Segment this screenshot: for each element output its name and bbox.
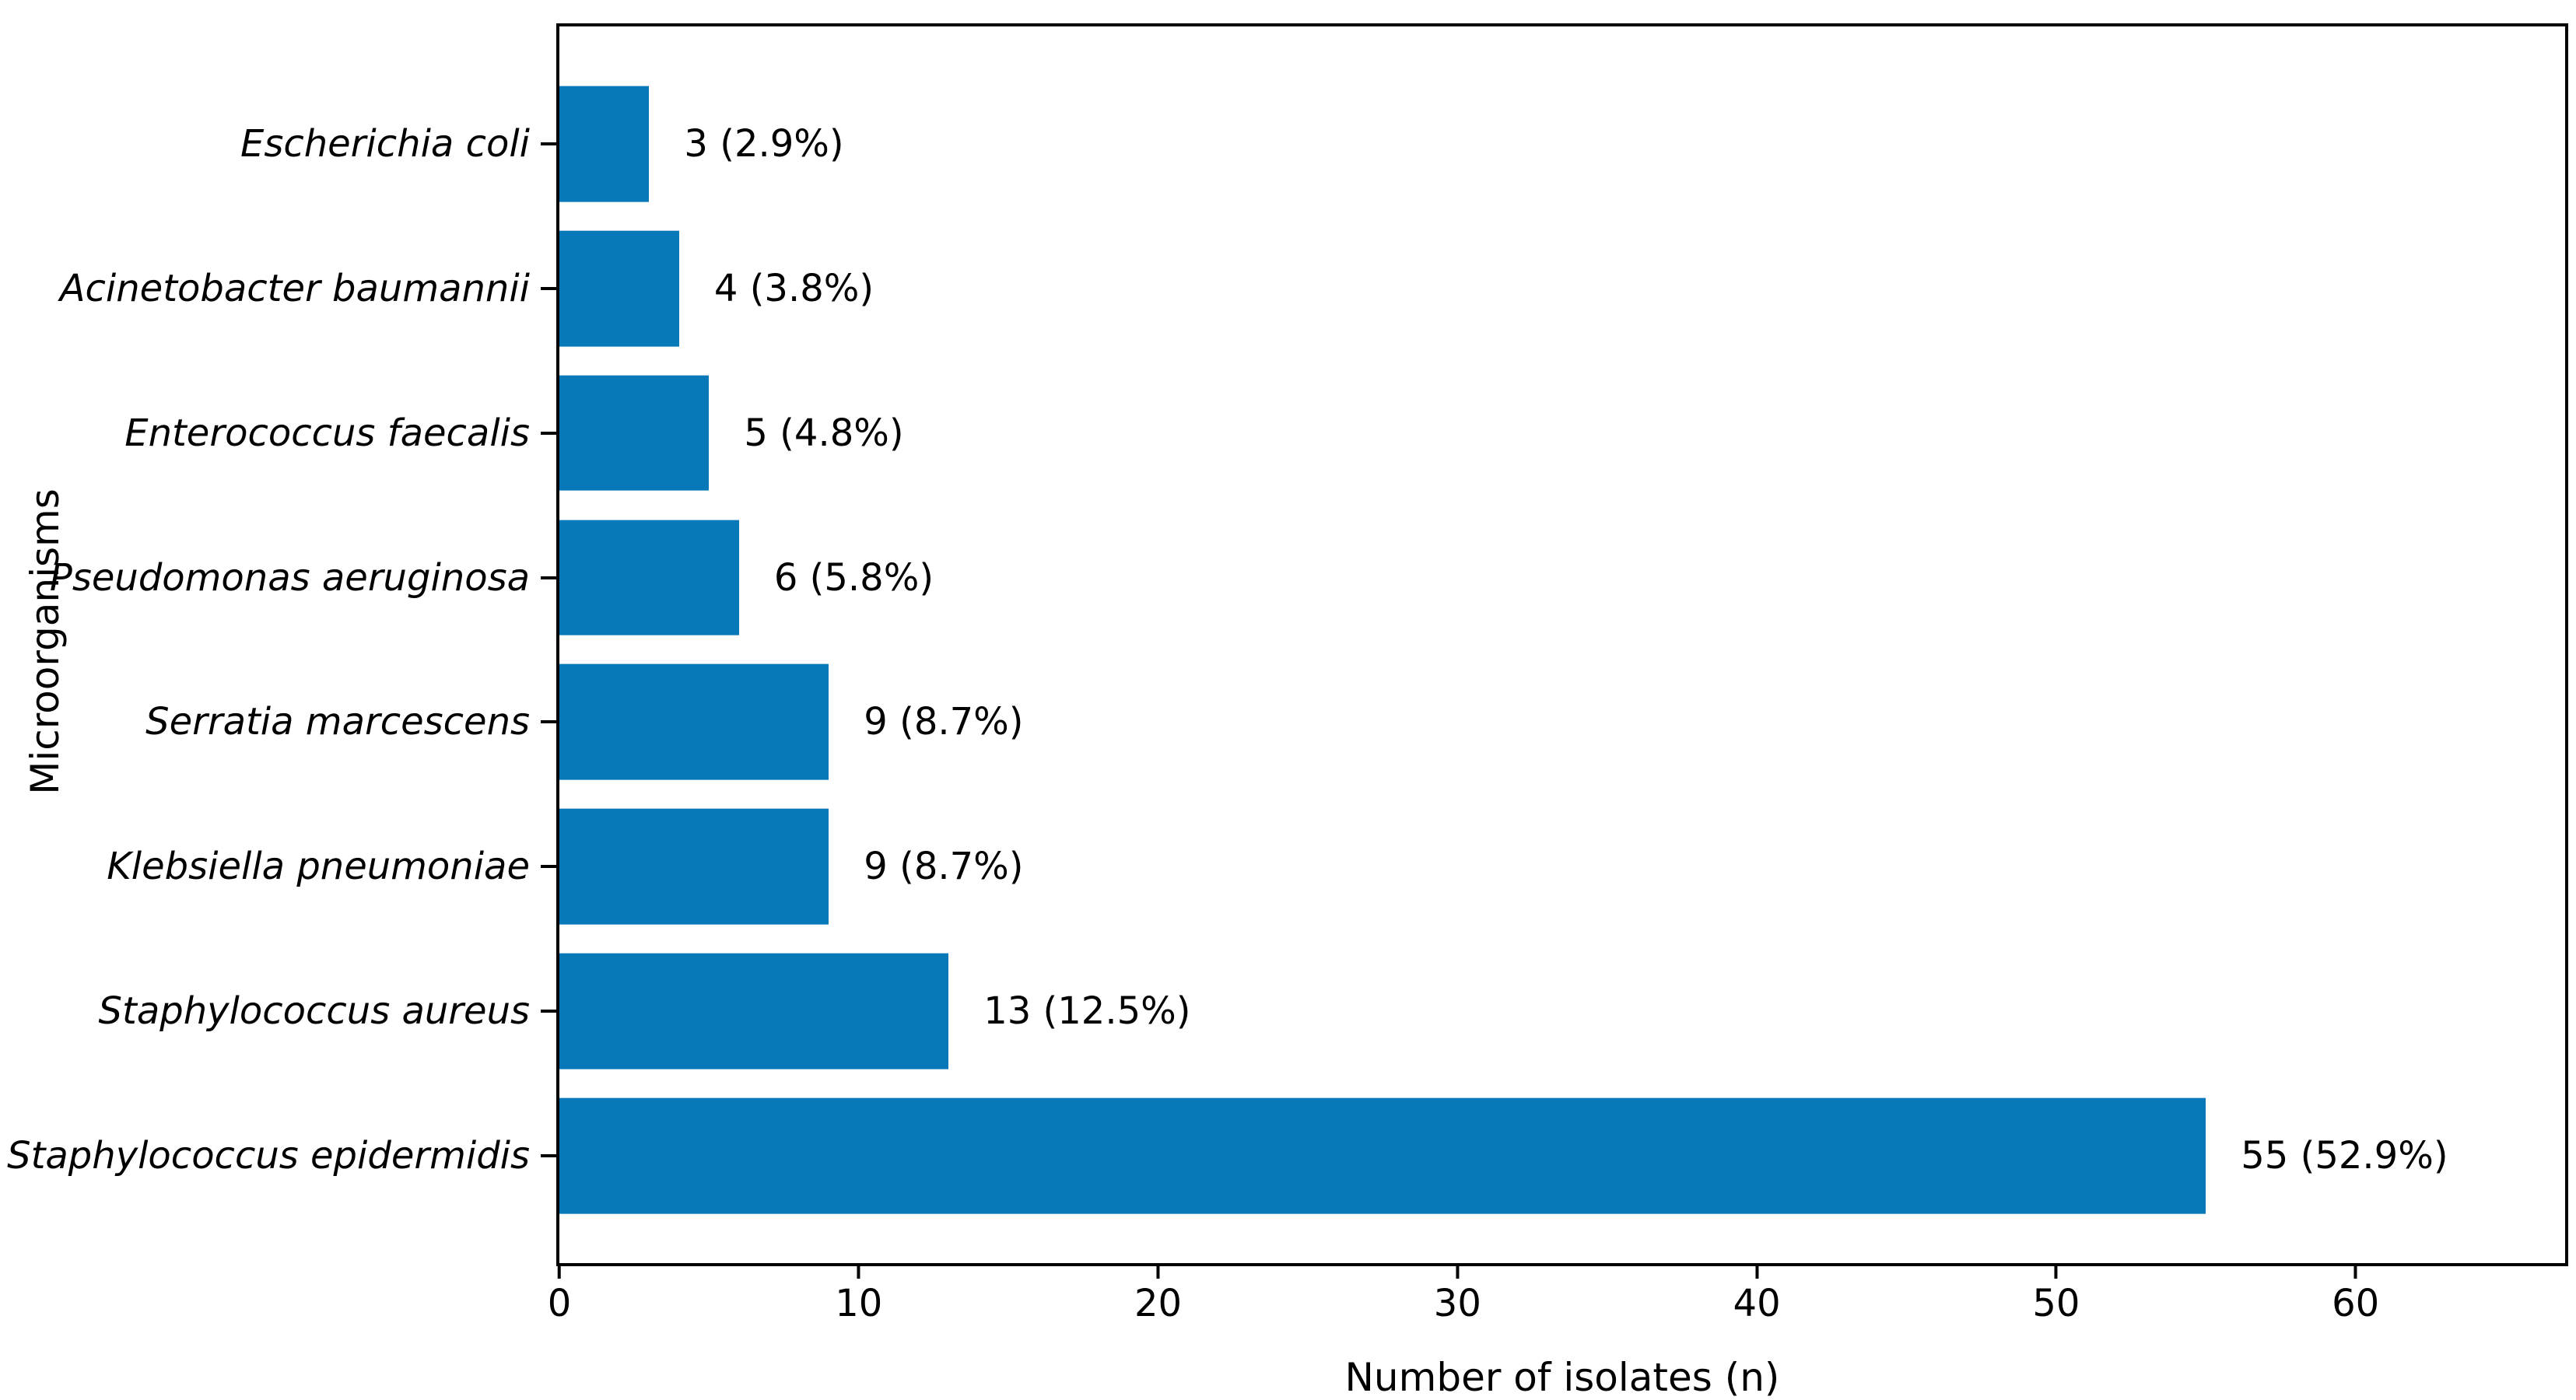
x-tick-label: 50 bbox=[2032, 1282, 2080, 1325]
bar-row: Escherichia coli 3 (2.9%) bbox=[240, 72, 2565, 216]
bar bbox=[559, 86, 650, 202]
bar-value-label: 5 (4.8%) bbox=[744, 411, 904, 455]
x-tick-label: 60 bbox=[2332, 1282, 2380, 1325]
bar bbox=[559, 520, 739, 635]
y-tick-mark bbox=[541, 142, 556, 145]
x-tick-mark bbox=[1456, 1263, 1460, 1279]
x-axis-ticks: 0 10 20 30 40 50 bbox=[548, 1263, 2565, 1356]
x-tick-mark bbox=[557, 1263, 561, 1279]
bar-row: Serratia marcescens 9 (8.7%) bbox=[145, 650, 2565, 795]
category-label: Escherichia coli bbox=[240, 121, 530, 166]
bar-value-label: 9 (8.7%) bbox=[864, 845, 1024, 889]
x-tick-label: 0 bbox=[547, 1282, 572, 1325]
category-label: Staphylococcus epidermidis bbox=[7, 1134, 530, 1178]
category-label: Acinetobacter baumannii bbox=[59, 266, 530, 310]
bar-rows: Escherichia coli 3 (2.9%) Acinetobacter … bbox=[7, 26, 2565, 1263]
y-tick-mark bbox=[541, 1010, 556, 1013]
y-tick-mark bbox=[541, 286, 556, 290]
bar-value-label: 6 (5.8%) bbox=[773, 555, 934, 600]
bar-row: Staphylococcus aureus 13 (12.5%) bbox=[99, 939, 2565, 1083]
bar-row: Pseudomonas aeruginosa 6 (5.8%) bbox=[50, 506, 2565, 650]
bar-row: Enterococcus faecalis 5 (4.8%) bbox=[124, 361, 2565, 506]
bar bbox=[559, 664, 829, 780]
bar-row: Staphylococcus epidermidis 55 (52.9%) bbox=[7, 1083, 2565, 1228]
x-tick-label: 30 bbox=[1433, 1282, 1481, 1325]
category-label: Pseudomonas aeruginosa bbox=[49, 555, 530, 600]
x-tick: 40 bbox=[1733, 1263, 1781, 1322]
x-tick: 0 bbox=[547, 1263, 572, 1325]
category-label: Klebsiella pneumoniae bbox=[107, 845, 530, 889]
bar bbox=[559, 230, 679, 347]
x-tick-mark bbox=[2054, 1263, 2058, 1279]
y-axis-label: Microorganisms bbox=[23, 488, 68, 795]
bar-value-label: 55 (52.9%) bbox=[2241, 1134, 2448, 1178]
bar-value-label: 4 (3.8%) bbox=[713, 266, 874, 310]
x-tick: 10 bbox=[835, 1263, 882, 1322]
bar bbox=[559, 1097, 2206, 1214]
x-tick: 20 bbox=[1134, 1263, 1182, 1322]
category-label: Staphylococcus aureus bbox=[98, 989, 530, 1034]
x-tick-mark bbox=[2353, 1263, 2357, 1279]
category-label: Serratia marcescens bbox=[145, 700, 530, 744]
x-tick-label: 40 bbox=[1733, 1282, 1781, 1325]
y-tick-mark bbox=[541, 720, 556, 724]
x-axis-label: Number of isolates (n) bbox=[1344, 1355, 1780, 1400]
x-tick: 60 bbox=[2332, 1263, 2379, 1322]
x-tick-mark bbox=[1156, 1263, 1160, 1279]
x-tick-mark bbox=[1755, 1263, 1759, 1279]
y-tick-mark bbox=[541, 576, 556, 579]
y-tick-mark bbox=[541, 1154, 556, 1158]
x-tick: 50 bbox=[2032, 1263, 2080, 1322]
bar bbox=[559, 375, 710, 492]
bar-row: Klebsiella pneumoniae 9 (8.7%) bbox=[107, 794, 2565, 939]
bar bbox=[559, 808, 829, 925]
x-tick: 30 bbox=[1434, 1263, 1481, 1322]
bar-value-label: 9 (8.7%) bbox=[864, 700, 1024, 744]
y-tick-mark bbox=[541, 865, 556, 869]
x-tick-mark bbox=[857, 1263, 860, 1279]
bar-value-label: 13 (12.5%) bbox=[983, 989, 1191, 1034]
x-tick-label: 10 bbox=[835, 1282, 883, 1325]
bar-value-label: 3 (2.9%) bbox=[684, 121, 844, 166]
bar bbox=[559, 953, 949, 1069]
x-tick-label: 20 bbox=[1134, 1282, 1183, 1325]
category-label: Enterococcus faecalis bbox=[124, 411, 530, 455]
bar-row: Acinetobacter baumannii 4 (3.8%) bbox=[60, 216, 2565, 361]
plot-area: Escherichia coli 3 (2.9%) Acinetobacter … bbox=[7, 23, 2568, 1400]
y-tick-mark bbox=[541, 431, 556, 435]
